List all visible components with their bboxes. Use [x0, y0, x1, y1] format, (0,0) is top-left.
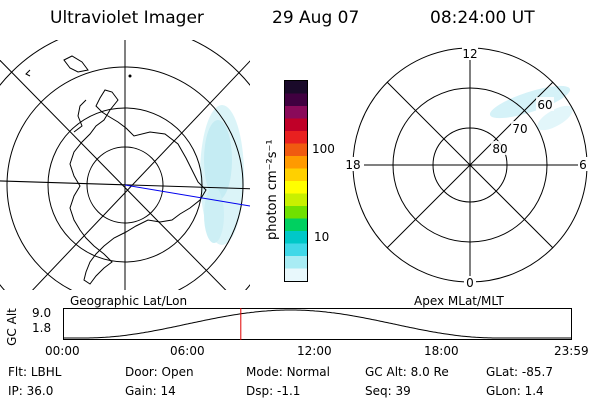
altitude-ytick-min: 1.8 — [32, 321, 52, 335]
param-gain-label: Gain: — [125, 384, 157, 398]
instrument-title: Ultraviolet Imager — [50, 8, 204, 28]
param-seq-label: Seq: — [365, 384, 392, 398]
param-mode-label: Mode: — [246, 365, 283, 379]
magnetic-map: 12 18 6 0 60 70 80 — [344, 46, 592, 290]
time-tick-06: 06:00 — [170, 344, 205, 358]
mlt-label-18: 18 — [345, 158, 360, 172]
colorbar-band — [285, 181, 307, 194]
time-tick-2359: 23:59 — [554, 344, 589, 358]
continent-outline — [69, 89, 207, 285]
colorbar-band — [285, 156, 307, 169]
param-ip: IP: 36.0 — [8, 384, 53, 398]
param-mode: Mode: Normal — [246, 365, 330, 379]
param-glat: GLat: -85.7 — [486, 365, 553, 379]
time-tick-00: 00:00 — [45, 344, 80, 358]
colorbar-band — [285, 193, 307, 207]
satellite-track — [124, 184, 250, 207]
param-ip-label: IP: — [8, 384, 23, 398]
colorbar-band — [285, 256, 307, 269]
altitude-plot — [63, 308, 572, 340]
colorbar-band — [285, 118, 307, 132]
param-gcalt: GC Alt: 8.0 Re — [365, 365, 449, 379]
param-filter: Flt: LBHL — [8, 365, 61, 379]
mlt-label-6: 6 — [579, 158, 587, 172]
param-gain-value: 14 — [160, 384, 176, 398]
colorbar-unit: photon cm⁻²s⁻¹ — [265, 139, 280, 240]
colorbar-band — [285, 206, 307, 219]
param-filter-label: Flt: — [8, 365, 27, 379]
param-filter-value: LBHL — [30, 365, 62, 379]
altitude-plot-frame — [63, 308, 572, 340]
param-gcalt-value: 8.0 Re — [410, 365, 449, 379]
colorbar-band — [285, 268, 307, 281]
altitude-ytick-max: 9.0 — [32, 306, 52, 320]
colorbar-band — [285, 218, 307, 232]
time-label: 08:24:00 UT — [430, 8, 535, 28]
param-mode-value: Normal — [286, 365, 330, 379]
colorbar-band — [285, 243, 307, 257]
altitude-curve — [63, 309, 571, 339]
mlt-label-12: 12 — [462, 47, 477, 61]
colorbar-band — [285, 106, 307, 119]
colorbar-band — [285, 143, 307, 157]
date-label: 29 Aug 07 — [272, 8, 360, 28]
colorbar-tick-10: 10 — [314, 230, 330, 244]
param-glon-label: GLon: — [486, 384, 521, 398]
param-glat-value: -85.7 — [521, 365, 553, 379]
param-seq: Seq: 39 — [365, 384, 411, 398]
param-glon: GLon: 1.4 — [486, 384, 544, 398]
geographic-map — [0, 40, 250, 290]
colorbar-band — [285, 168, 307, 182]
mlat-label-70: 70 — [512, 122, 527, 136]
param-door-value: Open — [161, 365, 194, 379]
mlat-label-80: 80 — [492, 142, 507, 156]
param-dsp-value: -1.1 — [276, 384, 301, 398]
aurora-glow — [200, 105, 244, 245]
time-tick-18: 18:00 — [424, 344, 459, 358]
colorbar-band — [285, 231, 307, 244]
colorbar-tick-100: 100 — [312, 142, 335, 156]
param-gcalt-label: GC Alt: — [365, 365, 407, 379]
param-glon-value: 1.4 — [524, 384, 544, 398]
mlat-label-60: 60 — [537, 98, 552, 112]
param-ip-value: 36.0 — [26, 384, 54, 398]
param-door-label: Door: — [125, 365, 158, 379]
colorbar-gradient — [285, 81, 307, 281]
param-gain: Gain: 14 — [125, 384, 176, 398]
param-glat-label: GLat: — [486, 365, 519, 379]
colorbar-unit-label: photon cm⁻²s⁻¹ — [265, 139, 280, 240]
altitude-ylabel: GC Alt — [5, 308, 19, 346]
time-tick-12: 12:00 — [297, 344, 332, 358]
param-seq-value: 39 — [395, 384, 411, 398]
colorbar-band — [285, 93, 307, 107]
aurora-glow-mag — [489, 85, 573, 131]
param-dsp: Dsp: -1.1 — [246, 384, 300, 398]
param-door: Door: Open — [125, 365, 194, 379]
param-dsp-label: Dsp: — [246, 384, 274, 398]
mlt-label-0: 0 — [466, 276, 474, 290]
geographic-caption: Geographic Lat/Lon — [70, 294, 188, 308]
colorbar — [284, 80, 308, 282]
colorbar-band — [285, 81, 307, 94]
magnetic-caption: Apex MLat/MLT — [414, 294, 504, 308]
colorbar-band — [285, 131, 307, 144]
